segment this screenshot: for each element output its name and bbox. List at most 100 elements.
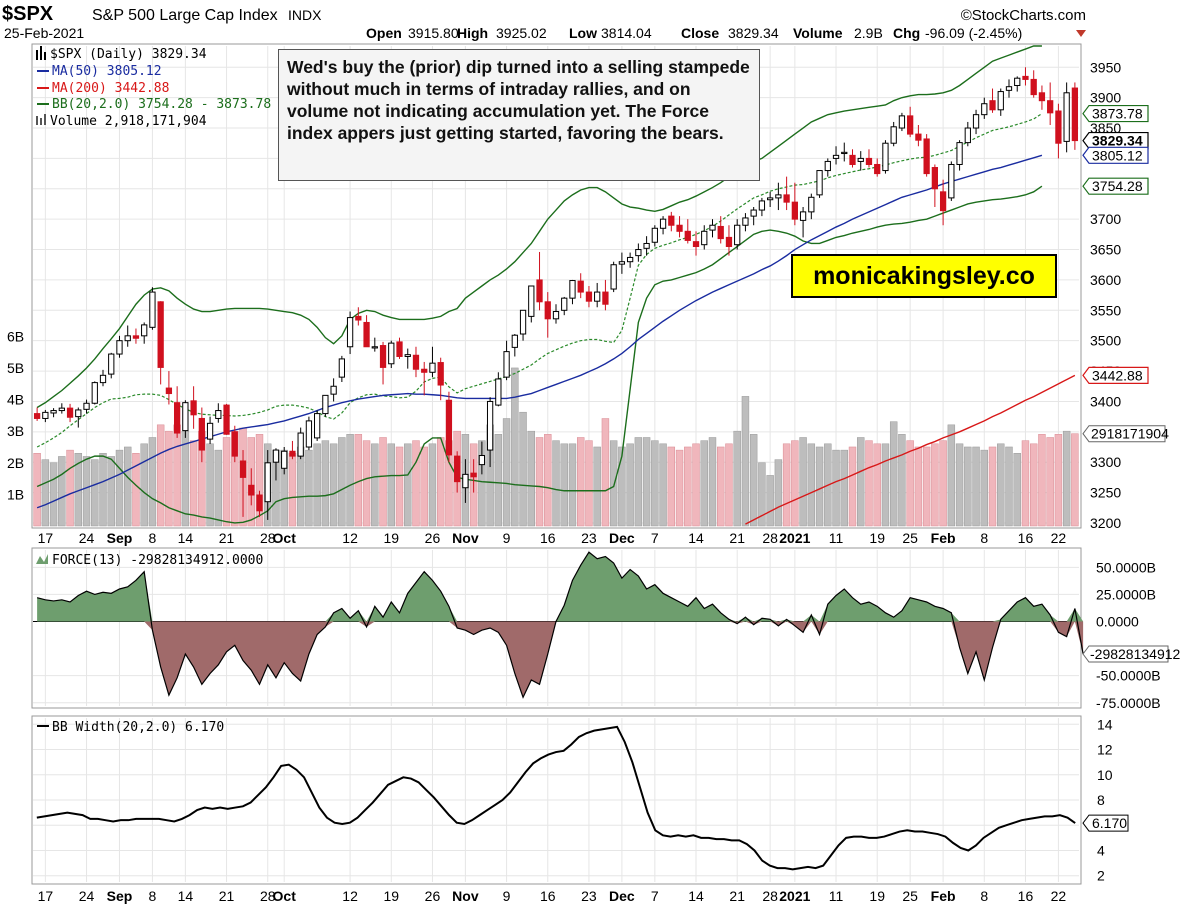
volume-bar-69 bbox=[601, 418, 610, 527]
candle-body-15 bbox=[157, 301, 164, 368]
axes: 17172424SepSep88141421212828OctOct121219… bbox=[7, 59, 1181, 904]
x-tick-label-27-0: 22 bbox=[1051, 530, 1067, 546]
volume-bar-107 bbox=[914, 446, 923, 527]
candle-body-103 bbox=[882, 142, 889, 172]
price-value-marker-0 bbox=[1082, 104, 1149, 123]
price-tick-label-4: 3400 bbox=[1090, 393, 1121, 409]
volume-bar-4 bbox=[66, 449, 74, 527]
volume-bar-22 bbox=[214, 449, 223, 527]
candlesticks bbox=[33, 67, 1079, 520]
candle-body-51 bbox=[454, 455, 461, 483]
volume-bar-104 bbox=[889, 421, 898, 527]
candle-body-28 bbox=[264, 462, 271, 503]
volume-bar-45 bbox=[404, 443, 412, 527]
close-value: 3829.34 bbox=[728, 25, 779, 41]
candle-body-45 bbox=[404, 354, 411, 357]
price-tick-label-6: 3500 bbox=[1090, 333, 1121, 349]
candle-body-46 bbox=[412, 354, 420, 370]
candle-body-77 bbox=[668, 215, 675, 226]
volume-bar-94 bbox=[807, 443, 816, 527]
bbw-tick-label-3: 8 bbox=[1097, 792, 1105, 808]
volume-value-label: 2918171904 bbox=[1091, 426, 1169, 442]
candle-body-7 bbox=[91, 382, 98, 404]
candle-body-30 bbox=[281, 450, 288, 469]
volume-bar-93 bbox=[799, 437, 807, 527]
candle-body-18 bbox=[182, 402, 189, 432]
high-value: 3925.02 bbox=[496, 25, 547, 41]
candle-body-96 bbox=[824, 160, 831, 172]
candle-body-109 bbox=[931, 167, 939, 190]
bb-lower-line bbox=[36, 185, 1043, 524]
candle-body-69 bbox=[602, 291, 609, 305]
volume-bar-42 bbox=[379, 437, 387, 527]
low-label: Low bbox=[569, 25, 597, 41]
x-tick-label-8-1: 12 bbox=[342, 888, 358, 904]
volume-bar-89 bbox=[766, 475, 774, 527]
volume-bar-106 bbox=[906, 440, 914, 527]
volume-bar-75 bbox=[651, 440, 659, 527]
x-tick-label-14-0: 23 bbox=[581, 530, 597, 546]
volume-bar-34 bbox=[313, 443, 321, 527]
candle-body-0 bbox=[33, 413, 41, 419]
candle-body-40 bbox=[363, 321, 370, 348]
volume-bar-46 bbox=[412, 440, 420, 527]
x-tick-label-11-1: Nov bbox=[452, 888, 479, 904]
x-tick-label-18-0: 21 bbox=[729, 530, 745, 546]
volume-bar-100 bbox=[857, 437, 865, 527]
x-tick-label-22-0: 19 bbox=[869, 530, 885, 546]
candle-body-49 bbox=[437, 362, 444, 386]
volume-bar-114 bbox=[972, 446, 980, 527]
candle-body-80 bbox=[692, 241, 700, 248]
volume-bar-112 bbox=[955, 443, 964, 527]
x-tick-label-5-1: 21 bbox=[219, 888, 235, 904]
volume-bar-113 bbox=[964, 446, 972, 527]
x-tick-label-17-1: 14 bbox=[688, 888, 704, 904]
volume-bar-44 bbox=[395, 446, 404, 527]
candle-body-115 bbox=[981, 103, 988, 116]
candle-body-99 bbox=[849, 154, 856, 165]
candle-body-102 bbox=[874, 163, 881, 175]
volume-tick-label-5: 6B bbox=[7, 328, 24, 344]
candle-body-42 bbox=[379, 345, 387, 368]
price-value-label-0: 3873.78 bbox=[1092, 106, 1143, 122]
index-name: S&P 500 Large Cap Index bbox=[92, 7, 278, 24]
candle-body-68 bbox=[594, 291, 601, 302]
candle-body-89 bbox=[767, 197, 774, 201]
exchange: INDX bbox=[288, 7, 322, 23]
volume-bar-102 bbox=[873, 443, 881, 527]
x-tick-label-13-0: 16 bbox=[540, 530, 556, 546]
candle-body-95 bbox=[816, 170, 823, 196]
x-tick-label-15-0: Dec bbox=[609, 530, 635, 546]
volume-bar-56 bbox=[494, 434, 503, 527]
candle-body-121 bbox=[1030, 78, 1037, 96]
candle-body-73 bbox=[635, 249, 642, 257]
x-tick-label-27-1: 22 bbox=[1051, 888, 1067, 904]
candle-body-26 bbox=[248, 484, 255, 496]
candle-body-113 bbox=[964, 127, 971, 144]
annotation-box: Wed's buy the (prior) dip turned into a … bbox=[278, 49, 760, 181]
x-tick-label-19-0: 28 bbox=[762, 530, 778, 546]
candle-body-83 bbox=[717, 225, 724, 240]
volume-tick-label-1: 2B bbox=[7, 455, 24, 471]
candle-body-56 bbox=[495, 378, 502, 406]
force-value-label: -29828134912 bbox=[1090, 646, 1181, 662]
candle-body-116 bbox=[989, 100, 996, 111]
x-tick-label-9-1: 19 bbox=[383, 888, 399, 904]
candle-body-2 bbox=[50, 410, 57, 414]
volume-bar-82 bbox=[708, 437, 717, 527]
volume-bar-19 bbox=[189, 440, 198, 527]
x-tick-label-17-0: 14 bbox=[688, 530, 704, 546]
chg-value: -96.09 (-2.45%) bbox=[925, 25, 1022, 41]
candle-body-23 bbox=[223, 404, 230, 435]
candle-body-84 bbox=[725, 236, 733, 248]
volume-bar-92 bbox=[791, 440, 799, 527]
candle-body-112 bbox=[956, 142, 963, 165]
candle-body-36 bbox=[330, 385, 337, 395]
candle-body-91 bbox=[783, 194, 790, 203]
candle-body-16 bbox=[165, 387, 173, 395]
volume-bar-48 bbox=[428, 443, 437, 527]
low-value: 3814.04 bbox=[601, 25, 652, 41]
candle-body-53 bbox=[470, 472, 477, 478]
volume-bar-68 bbox=[593, 446, 601, 527]
volume-bar-124 bbox=[1054, 434, 1063, 527]
